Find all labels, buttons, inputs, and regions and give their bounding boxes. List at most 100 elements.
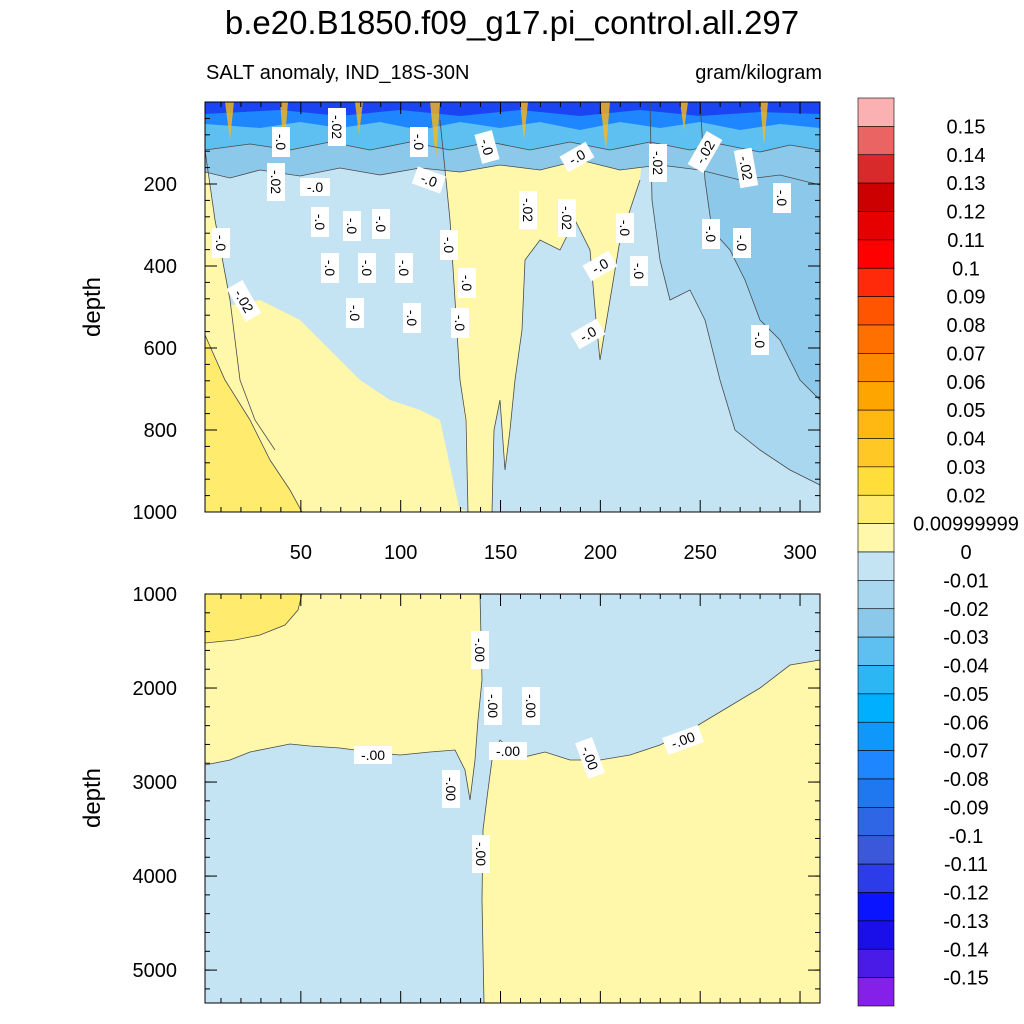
y-tick-label: 800 bbox=[144, 420, 177, 442]
lower-plot-frame bbox=[204, 593, 821, 1004]
colorbar-box bbox=[857, 267, 895, 297]
contour-label-background bbox=[311, 207, 329, 237]
contour-label-background bbox=[442, 770, 460, 808]
contour-label-background bbox=[354, 746, 392, 764]
upper-plot-frame bbox=[204, 101, 821, 513]
contour-label: -.00 bbox=[662, 725, 704, 755]
contour-label: -.0 bbox=[559, 141, 595, 173]
contour-label-background bbox=[226, 280, 262, 322]
colorbar-label: -0.06 bbox=[943, 712, 989, 734]
colorbar-box bbox=[857, 693, 895, 723]
lower-contour-label-group: -.00 -.00 -.00 -.00 -.00 -.00 -.00 -.00 -.00 bbox=[354, 631, 704, 873]
y-tick-label: 5000 bbox=[133, 960, 178, 982]
contour-label: -.00 bbox=[472, 835, 490, 873]
colorbar-box bbox=[857, 97, 895, 127]
contour-label: -.0 bbox=[751, 325, 769, 355]
contour-label-background bbox=[212, 228, 230, 258]
contour-label-background bbox=[570, 318, 606, 350]
contour-label-text: -.00 bbox=[496, 743, 520, 759]
contour-label-background bbox=[321, 253, 339, 283]
colorbar-label: -0.13 bbox=[943, 911, 989, 933]
contour-label-text: -.0 bbox=[359, 260, 375, 277]
contour-label-text: -.02 bbox=[736, 155, 756, 182]
colorbar-label: 0.08 bbox=[947, 315, 986, 337]
contour-label: -.02 bbox=[328, 108, 346, 146]
upper-panel: -.02 -.0 -.0 -.0 -.0 -.02 -.02 -.02 -.02 -.0 -.0 -.… bbox=[79, 101, 821, 564]
contour-label: -.00 bbox=[522, 687, 540, 725]
colorbar-box bbox=[857, 721, 895, 751]
colorbar-label: 0.03 bbox=[947, 457, 986, 479]
colorbar-box bbox=[857, 807, 895, 837]
contour-label-text: -.00 bbox=[443, 777, 459, 801]
contour-label: -.00 bbox=[442, 770, 460, 808]
contour-label-text: -.0 bbox=[213, 235, 229, 252]
colorbar-box bbox=[857, 239, 895, 269]
colorbar-box bbox=[857, 665, 895, 695]
lower-y-axis-label: depth bbox=[79, 768, 106, 828]
lower-panel: -.00 -.00 -.00 -.00 -.00 -.00 -.00 -.00 -.00 100… bbox=[79, 584, 821, 1004]
y-tick-label: 600 bbox=[144, 338, 177, 360]
upper-y-axis-label: depth bbox=[79, 277, 106, 337]
colorbar-box bbox=[857, 636, 895, 666]
contour-label-text: -.0 bbox=[577, 323, 599, 345]
x-tick-label: 150 bbox=[484, 542, 517, 564]
contour-label: -.0 bbox=[358, 253, 376, 283]
contour-label-background bbox=[751, 325, 769, 355]
colorbar-box bbox=[857, 353, 895, 383]
contour-label-text: -.0 bbox=[322, 260, 338, 277]
contour-label: -.00 bbox=[354, 746, 392, 764]
lower-corner-yellow bbox=[205, 594, 302, 643]
y-tick-label: 400 bbox=[144, 256, 177, 278]
contour-label-text: -.00 bbox=[361, 747, 385, 763]
colorbar-box bbox=[857, 381, 895, 411]
contour-label-background bbox=[358, 253, 376, 283]
contour-label: -.0 bbox=[403, 303, 421, 333]
upper-contour-lines bbox=[205, 102, 820, 512]
colorbar-box bbox=[857, 438, 895, 468]
colorbar-box bbox=[857, 580, 895, 610]
chart-subtitle-variable: SALT anomaly, IND_18S-30N bbox=[206, 62, 470, 84]
contour-label-text: -.0 bbox=[307, 179, 324, 195]
contour-label-text: -.02 bbox=[559, 206, 575, 230]
contour-label-text: -.0 bbox=[404, 310, 420, 327]
contour-label-background bbox=[272, 127, 290, 157]
colorbar-box bbox=[857, 835, 895, 865]
contour-label-background bbox=[662, 725, 704, 755]
colorbar-label: -0.05 bbox=[943, 684, 989, 706]
colorbar-box bbox=[857, 211, 895, 241]
contour-label: -.0 bbox=[458, 268, 476, 298]
lower-y-axis: 1000 2000 3000 4000 5000 bbox=[133, 584, 820, 990]
contour-label-text: -.0 bbox=[373, 216, 389, 233]
y-tick-label: 4000 bbox=[133, 866, 178, 888]
y-tick-label: 1000 bbox=[133, 502, 178, 524]
x-tick-label: 100 bbox=[384, 542, 417, 564]
colorbar-box bbox=[857, 324, 895, 354]
contour-label: -.0 bbox=[616, 213, 634, 243]
contour-label-background bbox=[559, 141, 595, 173]
contour-label-text: -.0 bbox=[566, 146, 588, 168]
lower-east-yellow-region bbox=[482, 660, 820, 1003]
chart-subtitle-units: gram/kilogram bbox=[695, 62, 822, 84]
upper-central-yellow-region bbox=[440, 120, 645, 512]
colorbar-box bbox=[857, 920, 895, 950]
contour-label-background bbox=[471, 631, 489, 669]
colorbar-label: 0.11 bbox=[947, 230, 984, 252]
contour-label-background bbox=[328, 108, 346, 146]
contour-label-background bbox=[267, 163, 285, 201]
colorbar-box bbox=[857, 296, 895, 326]
contour-label: -.0 bbox=[346, 298, 364, 328]
colorbar-label: 0.13 bbox=[947, 173, 986, 195]
y-tick-label: 2000 bbox=[133, 678, 178, 700]
contour-label: -.0 bbox=[300, 178, 330, 196]
contour-label-text: -.0 bbox=[441, 237, 457, 254]
colorbar-label: -0.11 bbox=[944, 854, 988, 876]
contour-label-background bbox=[411, 166, 447, 194]
contour-label-background bbox=[702, 219, 720, 249]
contour-label-background bbox=[484, 687, 502, 725]
contour-label: -.0 bbox=[451, 308, 469, 338]
contour-label-text: -.0 bbox=[411, 134, 427, 151]
colorbar-label: 0.09 bbox=[947, 287, 986, 309]
colorbar-label: -0.09 bbox=[943, 797, 989, 819]
colorbar-label: 0.00999999 bbox=[913, 514, 1019, 536]
colorbar-label: -0.12 bbox=[943, 883, 989, 905]
